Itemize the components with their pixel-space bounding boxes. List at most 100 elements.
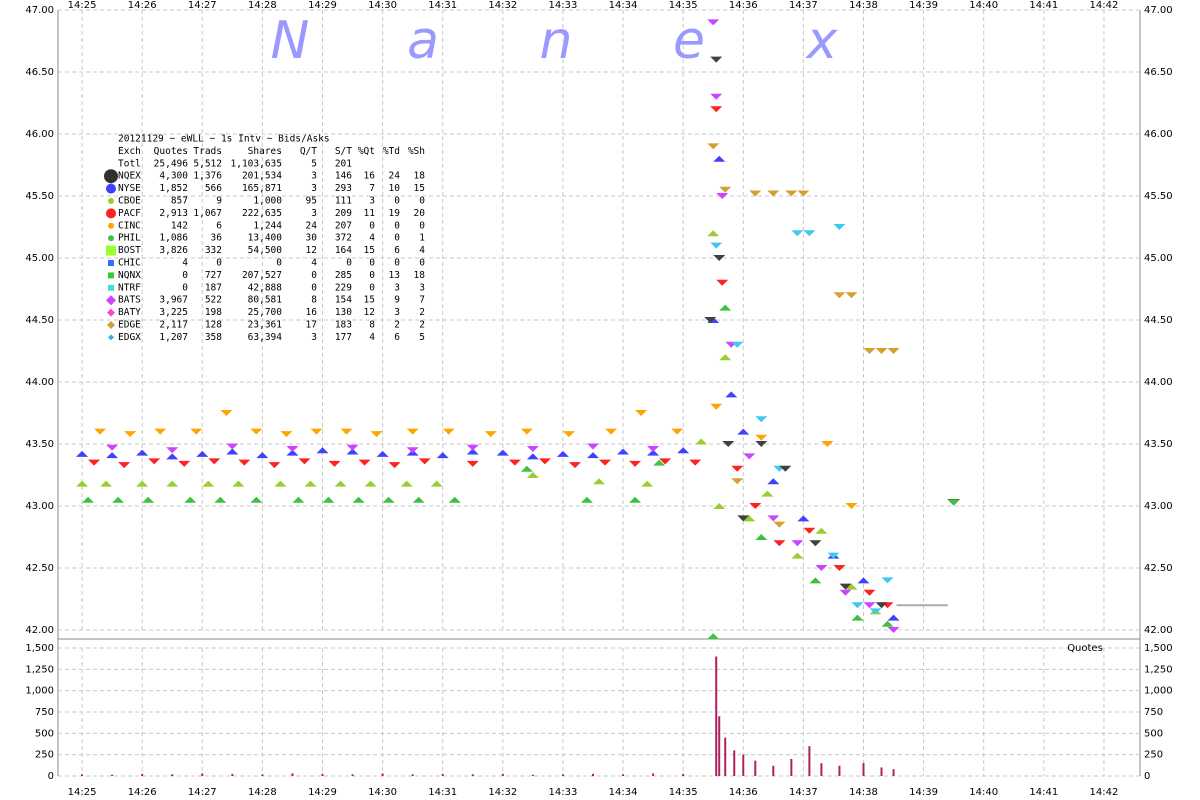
quote-marker <box>310 428 323 435</box>
quote-marker <box>710 106 723 113</box>
table-row: NTRF <box>118 282 141 293</box>
volume-bar <box>381 773 384 776</box>
volume-bar <box>820 763 823 776</box>
quote-marker <box>863 589 876 596</box>
volume-bar <box>321 773 324 776</box>
quote-marker <box>761 490 774 497</box>
volume-bar <box>682 773 685 776</box>
quote-marker <box>593 478 605 485</box>
table-header: Exch <box>118 146 141 157</box>
quote-marker <box>815 527 828 534</box>
legend-symbol <box>108 284 114 291</box>
quote-marker <box>586 443 599 450</box>
x-tick-label: 14:28 <box>248 787 277 798</box>
table-row: 128 <box>205 320 222 331</box>
table-row: 358 <box>205 332 222 343</box>
quote-marker <box>881 577 894 584</box>
table-row: 0 <box>311 270 317 281</box>
quote-marker <box>82 496 95 503</box>
quote-marker <box>887 348 900 354</box>
quote-marker <box>785 190 798 197</box>
x-tick-label: 14:34 <box>609 787 638 798</box>
table-row: 0 <box>369 258 375 269</box>
watermark: N <box>271 11 310 71</box>
table-row: 0 <box>182 282 188 293</box>
quote-marker <box>731 478 744 485</box>
quote-marker <box>791 540 804 547</box>
volume-bar <box>808 746 811 776</box>
quote-marker <box>88 459 101 466</box>
table-row: 18 <box>414 270 426 281</box>
table-row: 4 <box>369 233 375 244</box>
quote-marker <box>791 230 804 237</box>
table-row: 15 <box>364 245 375 256</box>
quote-marker <box>749 503 762 509</box>
x-tick-label-top: 14:28 <box>248 0 277 11</box>
table-row: 4 <box>311 258 317 269</box>
table-row: 7 <box>369 183 375 194</box>
quote-marker <box>875 348 888 354</box>
quote-marker <box>845 292 858 299</box>
quote-marker <box>773 521 786 528</box>
x-tick-label: 14:36 <box>729 787 758 798</box>
quote-marker <box>298 458 311 465</box>
table-row: 201,534 <box>242 171 282 182</box>
quote-marker <box>605 428 618 435</box>
quote-marker <box>713 503 726 509</box>
quote-marker <box>346 444 359 451</box>
table-row: 372 <box>335 233 352 244</box>
quote-marker <box>839 583 852 590</box>
table-row: 63,394 <box>248 332 283 343</box>
x-tick-label: 14:35 <box>669 787 698 798</box>
table-row: 1,086 <box>159 233 188 244</box>
quote-marker <box>334 480 347 487</box>
legend-symbol <box>108 272 114 279</box>
table-total: 201 <box>335 158 352 169</box>
watermark: e <box>673 11 705 71</box>
table-row: 15 <box>414 183 425 194</box>
y-tick-label: 45.00 <box>25 253 54 264</box>
quote-marker <box>256 452 269 459</box>
x-tick-label-top: 14:34 <box>609 0 638 11</box>
table-row: 12 <box>364 307 375 318</box>
quote-marker <box>833 565 846 571</box>
quote-marker <box>448 496 461 503</box>
quote-marker <box>653 459 666 466</box>
table-row: 9 <box>216 196 222 207</box>
x-tick-label-top: 14:41 <box>1029 0 1058 11</box>
quote-marker <box>851 614 864 621</box>
quote-marker <box>352 496 365 503</box>
volume-bar <box>81 774 84 776</box>
quote-marker <box>220 410 233 416</box>
quote-marker <box>767 478 780 485</box>
table-row: 8 <box>369 320 375 331</box>
quote-marker <box>803 230 816 237</box>
table-row: 222,635 <box>242 208 282 219</box>
volume-bar <box>111 774 114 776</box>
x-tick-label: 14:40 <box>969 787 998 798</box>
quote-marker <box>388 462 401 469</box>
quote-marker <box>376 450 389 457</box>
quote-marker <box>508 459 521 466</box>
y-tick-label-right: 1,000 <box>1144 686 1173 697</box>
x-tick-label: 14:30 <box>368 787 397 798</box>
volume-bar <box>351 774 354 776</box>
table-row: 209 <box>335 208 352 219</box>
quote-marker <box>106 444 119 451</box>
quote-marker <box>767 515 780 522</box>
quote-marker <box>412 496 425 503</box>
y-tick-label-right: 43.00 <box>1144 501 1173 512</box>
table-row: 522 <box>205 295 222 306</box>
y-tick-label: 44.00 <box>25 377 54 388</box>
table-row: 0 <box>346 258 352 269</box>
legend-symbol <box>108 260 114 266</box>
table-row: 187 <box>205 282 222 293</box>
table-row: 3 <box>394 307 400 318</box>
table-row: 1,207 <box>159 332 188 343</box>
quote-marker <box>442 428 455 435</box>
quote-marker <box>466 460 479 467</box>
y-tick-label: 44.50 <box>25 315 54 326</box>
quote-marker <box>857 577 870 584</box>
table-row: 11 <box>364 208 376 219</box>
quote-marker <box>466 444 479 451</box>
